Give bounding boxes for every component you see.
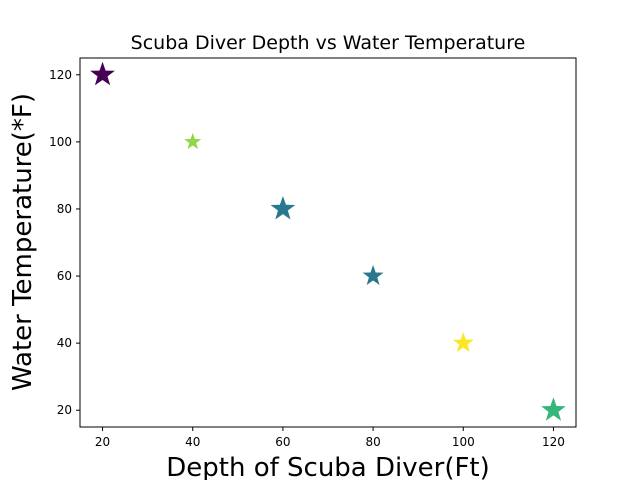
x-axis-label: Depth of Scuba Diver(Ft)	[166, 453, 490, 480]
scatter-point	[90, 61, 115, 86]
y-tick-label: 120	[49, 68, 72, 82]
x-tick-label: 100	[452, 435, 475, 449]
data-points	[90, 61, 566, 421]
y-axis-ticks: 20 40 60 80 100 120	[49, 68, 80, 417]
x-tick-label: 120	[542, 435, 565, 449]
chart-title: Scuba Diver Depth vs Water Temperature	[131, 32, 526, 54]
scatter-point	[270, 195, 296, 220]
x-tick-label: 80	[365, 435, 380, 449]
y-tick-label: 40	[57, 336, 72, 350]
y-axis-label: Water Temperature(*F)	[8, 93, 38, 391]
x-tick-label: 40	[185, 435, 200, 449]
scatter-point	[362, 265, 384, 285]
y-tick-label: 20	[57, 403, 72, 417]
scatter-point	[184, 132, 202, 150]
scatter-point	[541, 397, 566, 421]
x-axis-ticks: 20 40 60 80 100 120	[95, 427, 565, 449]
y-tick-label: 100	[49, 135, 72, 149]
x-tick-label: 60	[275, 435, 290, 449]
x-tick-label: 20	[95, 435, 110, 449]
plot-area	[79, 57, 577, 428]
y-tick-label: 60	[57, 269, 72, 283]
y-tick-label: 80	[57, 202, 72, 216]
scatter-point	[452, 332, 474, 353]
